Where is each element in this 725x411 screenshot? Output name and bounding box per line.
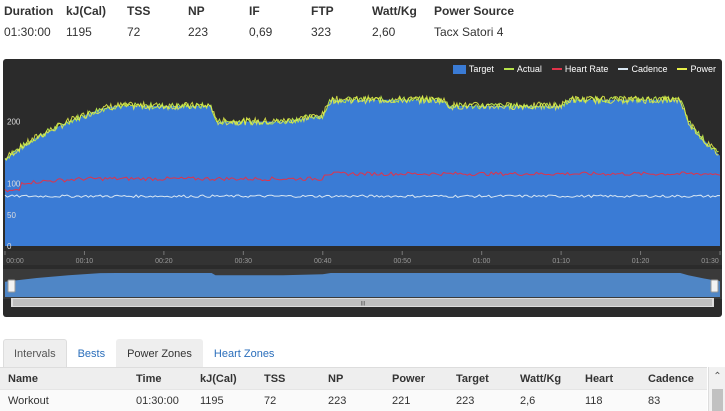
y-tick-label: 100	[7, 180, 21, 189]
heart-rate-line	[4, 171, 721, 193]
cell-cadence: 83	[648, 395, 661, 407]
time-tick-label: 01:00	[473, 258, 491, 265]
scroll-up-icon[interactable]: ⌃	[713, 371, 722, 382]
cadence-line	[4, 194, 721, 199]
header-watt-kg[interactable]: Watt/Kg	[520, 373, 562, 385]
tss-value: 72	[127, 25, 141, 39]
power-swatch	[677, 68, 688, 70]
tab-heart-zones[interactable]: Heart Zones	[213, 348, 275, 360]
time-tick-label: 01:30	[701, 258, 719, 265]
navigator-series	[5, 273, 720, 297]
table-header-row: Name Time kJ(Cal) TSS NP Power Target Wa…	[0, 367, 707, 389]
y-tick-label: 0	[7, 242, 12, 251]
cell-heart: 118	[585, 395, 603, 407]
ride-summary: Duration 01:30:00 kJ(Cal) 1195 TSS 72 NP…	[0, 0, 725, 50]
workout-chart-svg: 200 100 50 0 00:00 00:10 00:20 00:30 00:40 00:50…	[3, 94, 722, 308]
tab-power-zones[interactable]: Power Zones	[116, 339, 203, 367]
cell-watt-kg: 2,6	[520, 395, 536, 407]
y-axis: 200 100 50 0	[7, 117, 21, 251]
legend-target-label: Target	[468, 64, 494, 74]
cell-time: 01:30:00	[136, 395, 179, 407]
power-source-value: Tacx Satori 4	[434, 25, 504, 39]
time-axis: 00:00 00:10 00:20 00:30 00:40 00:50 01:00 01:10…	[3, 251, 722, 265]
y-tick-label: 200	[7, 117, 21, 126]
cell-name: Workout	[8, 395, 49, 407]
duration-value: 01:30:00	[4, 25, 51, 39]
legend-power-label: Power	[690, 64, 716, 74]
ftp-value: 323	[311, 25, 332, 39]
detail-tabs: Intervals Bests Power Zones Heart Zones	[3, 339, 285, 367]
scroll-thumb[interactable]	[712, 389, 723, 411]
time-tick-label: 00:00	[6, 258, 24, 265]
y-tick-label: 50	[7, 211, 16, 220]
legend-heart-rate-label: Heart Rate	[564, 64, 609, 74]
table-row[interactable]: Workout 01:30:00 1195 72 223 221 223 2,6…	[0, 389, 707, 411]
header-cadence[interactable]: Cadence	[648, 373, 694, 385]
header-time[interactable]: Time	[136, 373, 162, 385]
time-tick-label: 00:20	[155, 258, 173, 265]
if-value: 0,69	[249, 25, 273, 39]
target-swatch	[452, 64, 466, 74]
wkg-value: 2,60	[372, 25, 396, 39]
ftp-label: FTP	[311, 4, 334, 18]
cell-power: 221	[392, 395, 411, 407]
duration-label: Duration	[4, 4, 54, 18]
navigator-scroll-thumb	[13, 299, 712, 306]
time-tick-label: 00:10	[76, 258, 94, 265]
header-tss[interactable]: TSS	[264, 373, 286, 385]
tab-bests[interactable]: Bests	[77, 348, 106, 360]
time-tick-label: 00:50	[393, 258, 411, 265]
range-navigator: III	[3, 269, 722, 308]
main-plot	[4, 94, 721, 246]
power-source-label: Power Source	[434, 4, 515, 18]
power-line	[4, 94, 719, 161]
chart-legend: Target Actual Heart Rate Cadence Power	[452, 64, 716, 74]
time-tick-label: 00:40	[314, 258, 332, 265]
workout-chart[interactable]: 200 100 50 0 00:00 00:10 00:20 00:30 00:40 00:50…	[3, 59, 722, 317]
time-tick-label: 01:10	[552, 258, 570, 265]
legend-actual[interactable]: Actual	[503, 64, 542, 74]
actual-swatch	[503, 68, 514, 70]
navigator-grip-icon: III	[360, 302, 365, 308]
tss-label: TSS	[127, 4, 151, 18]
intervals-table: Name Time kJ(Cal) TSS NP Power Target Wa…	[0, 367, 725, 411]
wkg-label: Watt/Kg	[372, 4, 417, 18]
header-target[interactable]: Target	[456, 373, 489, 385]
header-power[interactable]: Power	[392, 373, 426, 385]
cell-kj: 1195	[200, 395, 224, 407]
header-kj[interactable]: kJ(Cal)	[200, 373, 237, 385]
cell-target: 223	[456, 395, 475, 407]
legend-cadence[interactable]: Cadence	[618, 64, 667, 74]
legend-actual-label: Actual	[516, 64, 542, 74]
np-value: 223	[188, 25, 209, 39]
legend-power[interactable]: Power	[677, 64, 716, 74]
navigator-left-handle[interactable]	[7, 279, 16, 293]
tab-intervals[interactable]: Intervals	[3, 339, 67, 367]
cadence-swatch	[618, 68, 629, 70]
cell-tss: 72	[264, 395, 277, 407]
time-axis-band	[3, 251, 722, 265]
legend-cadence-label: Cadence	[631, 64, 668, 74]
if-label: IF	[249, 4, 260, 18]
np-label: NP	[188, 4, 205, 18]
header-np[interactable]: NP	[328, 373, 344, 385]
header-name[interactable]: Name	[8, 373, 38, 385]
navigator-right-handle[interactable]	[710, 279, 719, 293]
kj-value: 1195	[66, 25, 92, 39]
time-tick-label: 01:20	[632, 258, 650, 265]
legend-heart-rate[interactable]: Heart Rate	[551, 64, 609, 74]
table-scrollbar[interactable]: ⌃	[708, 367, 725, 411]
cell-np: 223	[328, 395, 347, 407]
header-heart[interactable]: Heart	[585, 373, 614, 385]
kj-label: kJ(Cal)	[66, 4, 107, 18]
time-tick-label: 00:30	[235, 258, 253, 265]
heart-rate-swatch	[551, 68, 562, 70]
legend-target[interactable]: Target	[452, 64, 494, 74]
